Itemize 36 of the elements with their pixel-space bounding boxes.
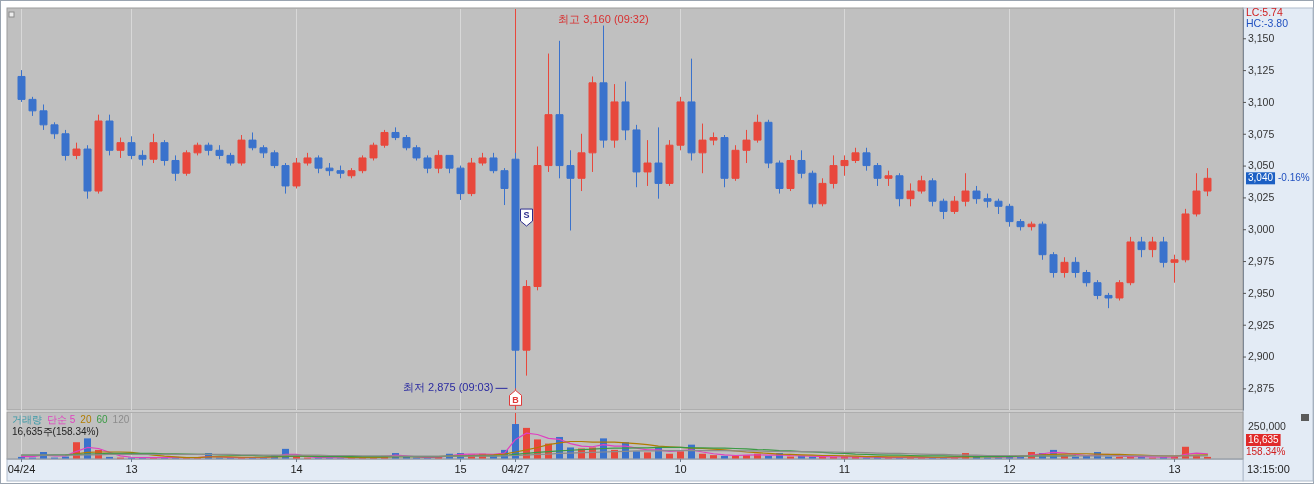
y-tick-label: 3,050 (1248, 159, 1275, 172)
y-tick-label: 3,000 (1248, 223, 1275, 236)
y-tick-label: 3,125 (1248, 63, 1275, 76)
x-tick-label: 14 (290, 462, 303, 475)
y-tick-label: 3,150 (1248, 32, 1275, 45)
y-tick-label: 2,900 (1248, 350, 1275, 363)
y-tick-label: 3,025 (1248, 191, 1275, 204)
y-tick-label: 2,975 (1248, 254, 1275, 267)
text: 거래량 (12, 413, 42, 425)
y-tick-label: 3,075 (1248, 127, 1275, 140)
x-tick-label: 11 (838, 462, 851, 475)
annotation: 최고 3,160 (09:32) (558, 12, 649, 25)
text: 250,000 (1248, 419, 1287, 432)
x-tick-label: 13 (1168, 462, 1181, 475)
text: 20 (80, 413, 92, 425)
annotation: 최저 2,875 (09:03) (403, 381, 494, 394)
x-tick-label: 12 (1003, 462, 1016, 475)
y-tick-label: 2,875 (1248, 382, 1275, 395)
y-tick-label: 3,100 (1248, 95, 1275, 108)
annotation: S (523, 209, 530, 220)
text: 158.34% (1246, 445, 1286, 457)
x-tick-label: 13 (125, 462, 138, 475)
text: 60 (96, 413, 109, 425)
text: 13:15:00 (1247, 462, 1290, 475)
x-tick-label: 04/24 (7, 462, 36, 475)
text: LC:5.74 (1246, 5, 1283, 18)
x-tick-label: 15 (454, 462, 467, 475)
annotation: B (512, 395, 520, 406)
y-tick-label: 2,925 (1248, 318, 1275, 331)
text: HC:-3.80 (1246, 16, 1289, 29)
x-tick-label: 10 (674, 462, 687, 475)
x-tick-label: 04/27 (501, 462, 530, 475)
text: -0.16% (1278, 171, 1310, 183)
annotation: 16,635주(158.34%) (12, 425, 99, 437)
y-tick-label: 2,950 (1248, 286, 1275, 299)
text: 단순 5 (47, 413, 76, 425)
